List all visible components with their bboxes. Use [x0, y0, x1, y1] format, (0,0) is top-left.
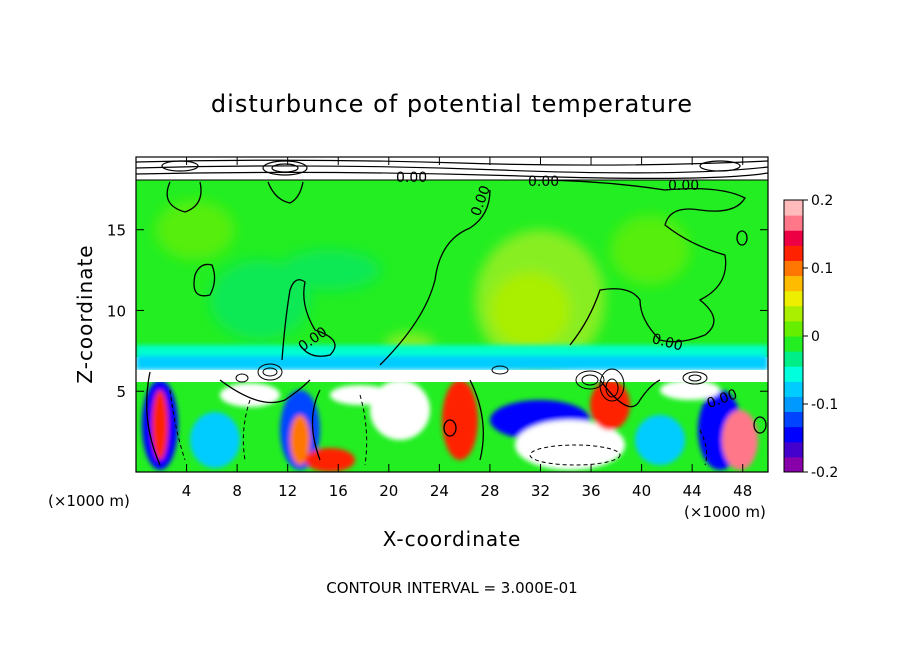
colorbar-tick-label: 0.2 [811, 193, 833, 209]
colorbar-swatch [784, 230, 803, 246]
plot-frame [135, 156, 769, 473]
x-tick-label: 4 [182, 482, 192, 500]
colorbar-swatch [784, 366, 803, 382]
x-tick-label: 44 [683, 482, 702, 500]
x-tick-label: 20 [379, 482, 398, 500]
field-blobs [155, 200, 690, 370]
chart-title: disturbunce of potential temperature [211, 90, 693, 118]
colorbar-swatch [784, 411, 803, 428]
colorbar-swatch [784, 456, 803, 473]
top-layer-stripes [136, 159, 768, 179]
y-tick-label: 5 [116, 383, 126, 401]
x-tick-label: 28 [480, 482, 499, 500]
colorbar-swatch [784, 336, 803, 352]
x-axis-label: X-coordinate [383, 527, 522, 551]
x-unit-left: (×1000 m) [48, 492, 130, 510]
colorbar-tick-label: 0.1 [811, 261, 833, 277]
x-tick-label: 24 [430, 482, 449, 500]
contour-interval-note: CONTOUR INTERVAL = 3.000E-01 [326, 579, 577, 597]
contour-label: 0.00 [528, 174, 559, 190]
y-tick-label: 10 [107, 302, 126, 320]
colorbar-swatch [784, 215, 803, 231]
colorbar-swatch [784, 260, 803, 277]
x-tick-label: 8 [232, 482, 242, 500]
y-axis: 5 10 15 [107, 222, 768, 401]
y-tick-label: 15 [107, 222, 126, 240]
colorbar-swatch [784, 396, 803, 413]
x-tick-label: 48 [733, 482, 752, 500]
x-tick-label: 16 [329, 482, 348, 500]
x-axis: 4 8 12 16 20 24 28 32 36 40 44 48 [182, 157, 752, 500]
contour-dashed [169, 389, 708, 466]
colorbar-swatch [784, 200, 803, 216]
x-tick-label: 12 [278, 482, 297, 500]
contour-clusters [235, 363, 708, 402]
x-unit-right: (×1000 m) [684, 503, 766, 521]
colorbar-swatch [784, 275, 803, 292]
contour-lines [146, 179, 767, 466]
colorbar-swatch [784, 305, 803, 322]
x-tick-label: 36 [581, 482, 600, 500]
lower-patches [142, 380, 758, 472]
colorbar-swatch [784, 351, 803, 367]
colorbar [784, 200, 803, 473]
lower-boundary-strip [136, 370, 768, 382]
y-axis-label: Z-coordinate [73, 244, 97, 383]
colorbar-tick-label: -0.2 [811, 465, 838, 481]
colorbar-tick-label: -0.1 [811, 397, 838, 413]
colorbar-swatch [784, 290, 803, 307]
colorbar-ticks: 0.2 0.1 0 -0.1 -0.2 [803, 193, 838, 481]
colorbar-swatch [784, 381, 803, 397]
plot-area [136, 157, 768, 472]
contour-label: 0.00 [650, 331, 684, 355]
cyan-band [136, 345, 768, 370]
colorbar-tick-label: 0 [811, 329, 820, 345]
x-tick-label: 32 [531, 482, 550, 500]
x-tick-label: 40 [632, 482, 651, 500]
colorbar-swatch [784, 441, 803, 458]
colorbar-swatch [784, 320, 803, 337]
contour-label: 0.00 [668, 178, 699, 194]
contour-label: 0.00 [396, 170, 427, 186]
colorbar-swatch [784, 245, 803, 261]
colorbar-swatch [784, 426, 803, 443]
